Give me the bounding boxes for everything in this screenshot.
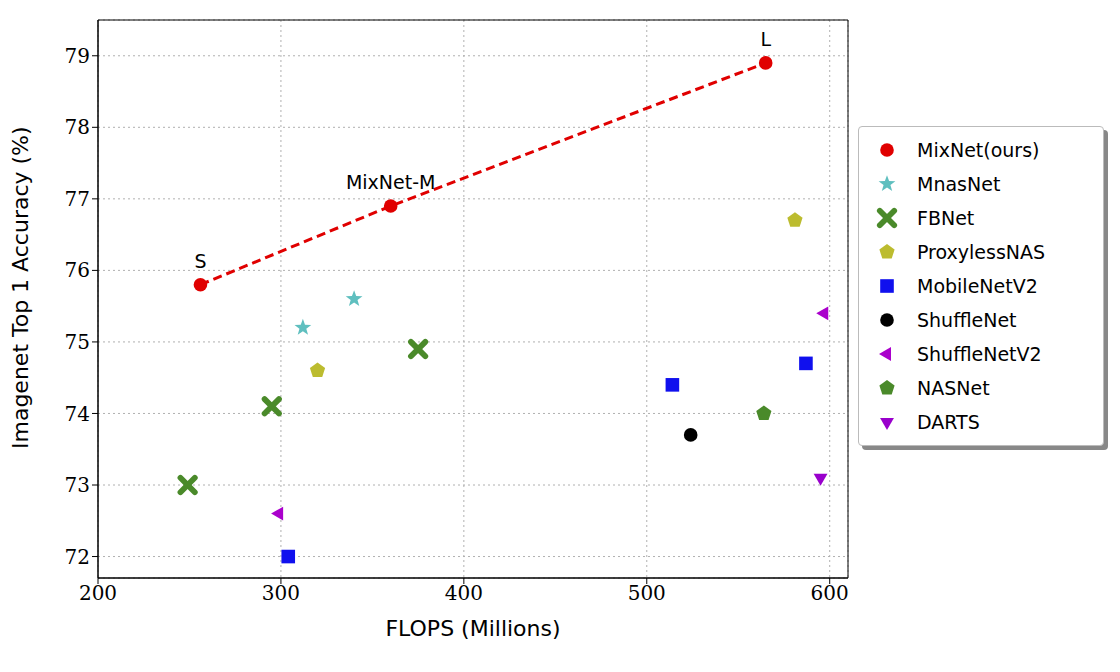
svg-text:77: 77 xyxy=(65,187,90,211)
svg-text:72: 72 xyxy=(65,545,90,569)
svg-text:300: 300 xyxy=(262,581,300,605)
svg-text:L: L xyxy=(760,28,771,50)
svg-text:600: 600 xyxy=(811,581,849,605)
html-text:MnasNet: MnasNet xyxy=(917,173,1001,195)
svg-text:500: 500 xyxy=(628,581,666,605)
html-text:ShuffleNetV2: ShuffleNetV2 xyxy=(917,343,1042,365)
html-text:FBNet: FBNet xyxy=(917,207,975,229)
svg-text:75: 75 xyxy=(65,330,90,354)
svg-text:200: 200 xyxy=(79,581,117,605)
html-text:ProxylessNAS: ProxylessNAS xyxy=(917,241,1046,263)
html-text:NASNet: NASNet xyxy=(917,377,990,399)
svg-text:73: 73 xyxy=(65,473,90,497)
svg-text:Imagenet Top 1 Accuracy (%): Imagenet Top 1 Accuracy (%) xyxy=(8,126,33,449)
svg-text:74: 74 xyxy=(65,402,90,426)
html-text:DARTS: DARTS xyxy=(917,411,980,433)
svg-text:76: 76 xyxy=(65,258,90,282)
html-text:ShuffleNet: ShuffleNet xyxy=(917,309,1017,331)
svg-text:400: 400 xyxy=(445,581,483,605)
html-text:MixNet(ours): MixNet(ours) xyxy=(917,139,1040,161)
svg-text:MixNet-M: MixNet-M xyxy=(346,171,436,193)
html-text:MobileNetV2: MobileNetV2 xyxy=(917,275,1038,297)
svg-text:FLOPS (Millions): FLOPS (Millions) xyxy=(385,616,560,641)
svg-text:78: 78 xyxy=(65,115,90,139)
svg-text:S: S xyxy=(194,250,206,272)
svg-text:79: 79 xyxy=(65,44,90,68)
